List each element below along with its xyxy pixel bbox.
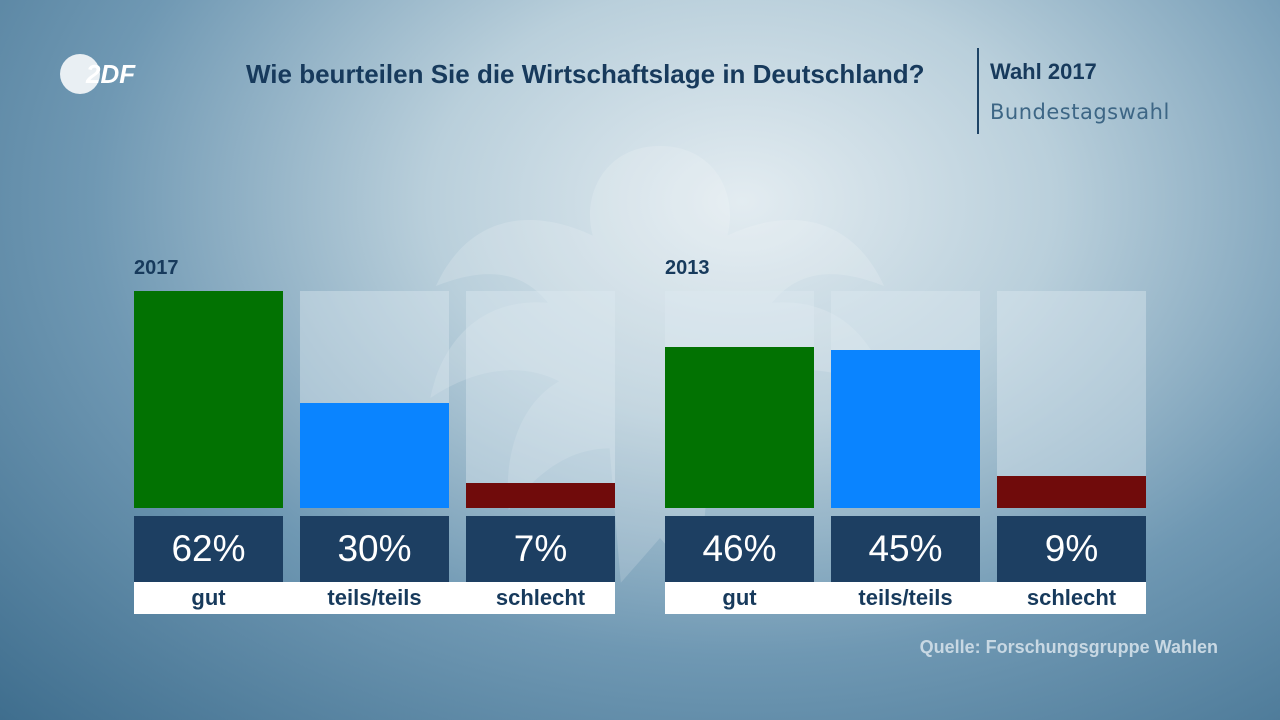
category-label: gut [665,582,814,614]
data-label: 9% [997,516,1146,582]
category-label: teils/teils [300,582,449,614]
group-title-2013: 2013 [665,257,710,279]
election-subtitle: Bundestagswahl [990,100,1170,124]
zdf-logo: 2DF [60,54,136,94]
data-label: 30% [300,516,449,582]
bar-2017-schlecht [466,483,615,508]
election-title: Wahl 2017 [990,59,1097,84]
chart-title: Wie beurteilen Sie die Wirtschaftslage i… [246,59,925,89]
bar-2013-teils [831,350,980,508]
group-title-2017: 2017 [134,257,179,279]
data-label: 45% [831,516,980,582]
category-label: schlecht [997,582,1146,614]
bar-track [997,291,1146,508]
header-divider [977,48,979,134]
eagle-watermark-icon [430,146,890,583]
data-label: 62% [134,516,283,582]
category-label: teils/teils [831,582,980,614]
bar-2017-teils [300,403,449,508]
logo-text: 2DF [85,59,136,89]
data-label: 46% [665,516,814,582]
bar-track [466,291,615,508]
bar-2017-gut [134,291,283,508]
bar-2013-gut [665,347,814,508]
bar-2013-schlecht [997,476,1146,508]
data-label: 7% [466,516,615,582]
category-label: gut [134,582,283,614]
category-label: schlecht [466,582,615,614]
source-note: Quelle: Forschungsgruppe Wahlen [919,637,1218,657]
